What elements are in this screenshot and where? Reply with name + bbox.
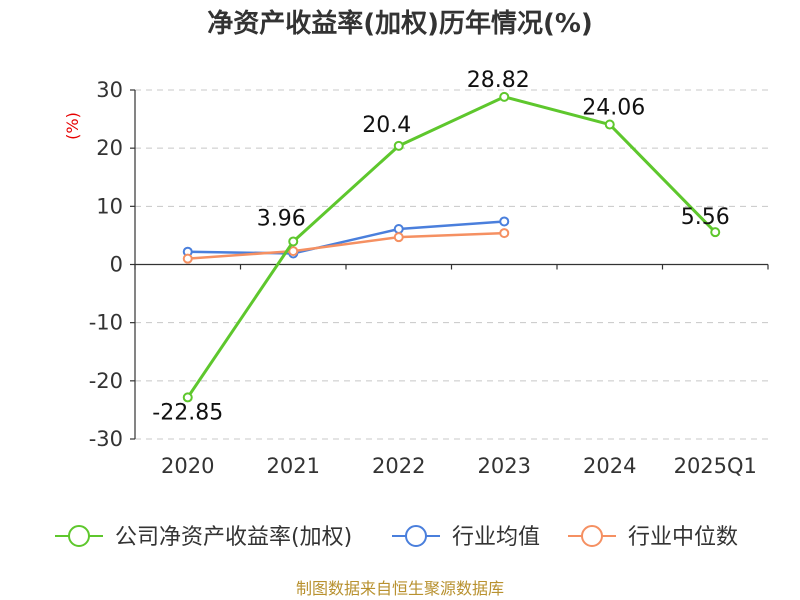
legend-item-1[interactable]: 行业均值: [392, 525, 540, 550]
x-tick-label-3: 2023: [478, 454, 531, 478]
series-0-point-0: [182, 392, 193, 403]
axis-layer: 30 20 10 0 -10 -20 -30 2020 2021 2022 2023 2024 2025…: [89, 78, 769, 478]
legend-label-1: 行业均值: [452, 525, 540, 550]
series-2-point-1: [288, 246, 299, 257]
x-tick-label-5: 2025Q1: [674, 454, 757, 478]
series-line-2: [187, 231, 505, 260]
y-tick-label-4: -10: [89, 311, 123, 335]
legend-label-2: 行业中位数: [628, 525, 738, 550]
series-1-point-3: [499, 216, 510, 227]
series-line-0: [186, 95, 717, 399]
y-tick-label-6: -30: [89, 427, 123, 451]
data-label-5: 5.56: [681, 205, 730, 230]
y-tick-label-0: 30: [96, 78, 123, 102]
data-source-note: 制图数据来自恒生聚源数据库: [296, 579, 504, 598]
series-0-point-4: [604, 119, 615, 130]
y-axis-unit: (%): [63, 112, 82, 140]
legend-item-0[interactable]: 公司净资产收益率(加权): [55, 525, 352, 550]
series-layer: [182, 91, 721, 403]
data-label-3: 28.82: [467, 68, 530, 93]
series-0-point-2: [393, 140, 404, 151]
x-tick-label-1: 2021: [267, 454, 320, 478]
legend-marker-1: [405, 525, 427, 547]
legend: 公司净资产收益率(加权) 行业均值 行业中位数: [55, 525, 738, 550]
y-tick-label-2: 10: [96, 194, 123, 218]
series-line-1: [187, 220, 505, 255]
legend-marker-2: [581, 525, 603, 547]
data-label-4: 24.06: [582, 96, 645, 121]
data-label-0: -22.85: [152, 400, 223, 425]
legend-label-0: 公司净资产收益率(加权): [115, 525, 352, 550]
series-2-point-0: [182, 253, 193, 264]
legend-item-2[interactable]: 行业中位数: [568, 525, 738, 550]
series-0-point-5: [710, 227, 721, 238]
data-label-1: 3.96: [257, 206, 306, 231]
y-tick-label-1: 20: [96, 136, 123, 160]
x-tick-label-2: 2022: [372, 454, 425, 478]
data-label-layer: -22.85 3.96 20.4 28.82 24.06 5.56: [152, 68, 729, 426]
series-2-point-2: [393, 232, 404, 243]
x-tick-label-0: 2020: [161, 454, 214, 478]
y-tick-label-5: -20: [89, 369, 123, 393]
series-1-point-2: [393, 224, 404, 235]
series-0-point-3: [499, 91, 510, 102]
x-tick-label-4: 2024: [583, 454, 636, 478]
data-label-2: 20.4: [362, 113, 411, 138]
chart-title: 净资产收益率(加权)历年情况(%): [207, 8, 593, 39]
series-0-point-1: [288, 236, 299, 247]
series-2-point-3: [499, 228, 510, 239]
legend-marker-0: [68, 525, 90, 547]
y-tick-label-3: 0: [110, 253, 123, 277]
